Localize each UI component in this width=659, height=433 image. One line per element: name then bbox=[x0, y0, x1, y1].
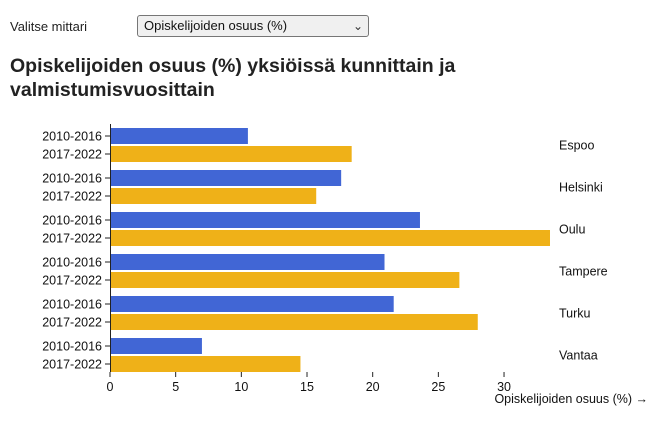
series-label: 2017-2022 bbox=[42, 274, 102, 288]
bar-vantaa-2010-2016 bbox=[110, 338, 202, 354]
series-label: 2010-2016 bbox=[42, 130, 102, 144]
indicator-controls: Valitse mittari Opiskelijoiden osuus (%)… bbox=[10, 14, 369, 38]
category-label: Turku bbox=[559, 307, 591, 321]
bar-espoo-2010-2016 bbox=[110, 128, 248, 144]
category-label: Espoo bbox=[559, 139, 594, 153]
category-label: Tampere bbox=[559, 265, 608, 279]
bar-espoo-2017-2022 bbox=[110, 146, 352, 162]
bar-turku-2010-2016 bbox=[110, 296, 394, 312]
x-tick-label: 5 bbox=[172, 380, 179, 394]
series-label: 2010-2016 bbox=[42, 256, 102, 270]
chevron-down-icon: ⌄ bbox=[352, 19, 363, 33]
series-label: 2010-2016 bbox=[42, 214, 102, 228]
bar-helsinki-2010-2016 bbox=[110, 170, 342, 186]
x-tick-label: 25 bbox=[431, 380, 445, 394]
x-axis-label: Opiskelijoiden osuus (%) → bbox=[494, 392, 648, 406]
x-tick-label: 20 bbox=[366, 380, 380, 394]
x-tick-label: 0 bbox=[107, 380, 114, 394]
bar-helsinki-2017-2022 bbox=[110, 188, 317, 204]
x-tick-label: 15 bbox=[300, 380, 314, 394]
bar-oulu-2017-2022 bbox=[110, 230, 550, 246]
series-label: 2017-2022 bbox=[42, 190, 102, 204]
bar-oulu-2010-2016 bbox=[110, 212, 420, 228]
bar-turku-2017-2022 bbox=[110, 314, 478, 330]
bar-vantaa-2017-2022 bbox=[110, 356, 301, 372]
bar-tampere-2017-2022 bbox=[110, 272, 460, 288]
series-label: 2010-2016 bbox=[42, 172, 102, 186]
indicator-select[interactable]: Opiskelijoiden osuus (%) ⌄ bbox=[137, 15, 369, 37]
x-tick-label: 30 bbox=[497, 380, 511, 394]
indicator-select-value: Opiskelijoiden osuus (%) bbox=[144, 18, 288, 33]
series-label: 2017-2022 bbox=[42, 316, 102, 330]
series-label: 2017-2022 bbox=[42, 358, 102, 372]
category-label: Oulu bbox=[559, 223, 585, 237]
category-label: Helsinki bbox=[559, 181, 603, 195]
category-label: Vantaa bbox=[559, 349, 598, 363]
chart-title: Opiskelijoiden osuus (%) yksiöissä kunni… bbox=[10, 55, 456, 101]
indicator-label: Valitse mittari bbox=[10, 18, 88, 34]
series-label: 2010-2016 bbox=[42, 340, 102, 354]
series-label: 2017-2022 bbox=[42, 232, 102, 246]
series-label: 2017-2022 bbox=[42, 148, 102, 162]
series-label: 2010-2016 bbox=[42, 298, 102, 312]
bar-tampere-2010-2016 bbox=[110, 254, 385, 270]
x-tick-label: 10 bbox=[234, 380, 248, 394]
